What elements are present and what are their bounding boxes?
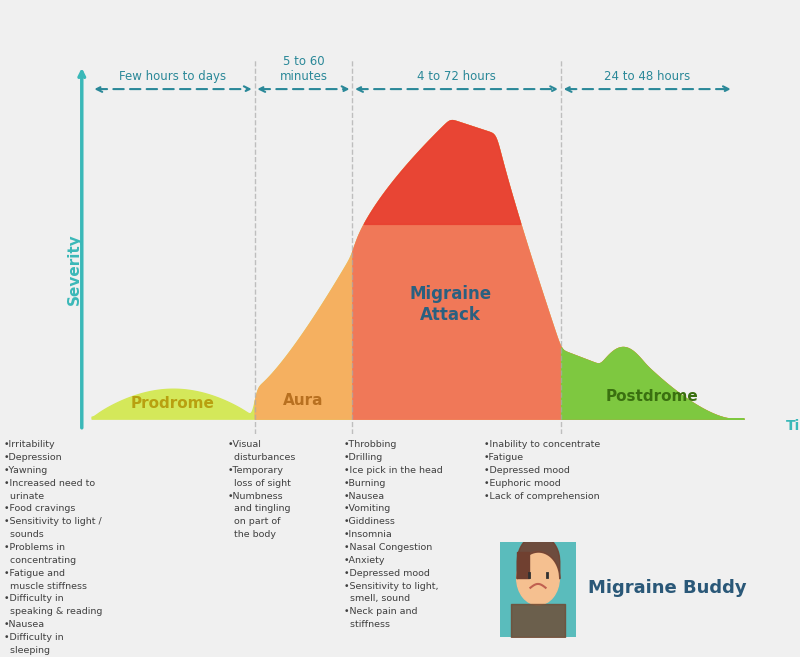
- Text: Migraine
Attack: Migraine Attack: [409, 285, 491, 324]
- Text: 5 to 60
minutes: 5 to 60 minutes: [279, 55, 327, 83]
- Text: •Irritability
•Depression
•Yawning
•Increased need to
  urinate
•Food cravings
•: •Irritability •Depression •Yawning •Incr…: [4, 440, 102, 655]
- Text: Prodrome: Prodrome: [131, 396, 215, 411]
- Text: Migraine Buddy: Migraine Buddy: [588, 579, 746, 597]
- Circle shape: [517, 552, 559, 605]
- Text: •Inability to concentrate
•Fatigue
•Depressed mood
•Euphoric mood
•Lack of compr: •Inability to concentrate •Fatigue •Depr…: [484, 440, 600, 501]
- Text: Aura: Aura: [283, 393, 324, 408]
- Text: 24 to 48 hours: 24 to 48 hours: [604, 70, 690, 83]
- FancyBboxPatch shape: [498, 539, 578, 640]
- Text: •Visual
  disturbances
•Temporary
  loss of sight
•Numbness
  and tingling
  on : •Visual disturbances •Temporary loss of …: [228, 440, 295, 539]
- Text: Time: Time: [786, 419, 800, 433]
- Text: Severity: Severity: [66, 233, 82, 305]
- Text: •Throbbing
•Drilling
•Ice pick in the head
•Burning
•Nausea
•Vomiting
•Giddiness: •Throbbing •Drilling •Ice pick in the he…: [344, 440, 442, 629]
- Text: 4 to 72 hours: 4 to 72 hours: [417, 70, 496, 83]
- Text: Postdrome: Postdrome: [606, 389, 698, 403]
- Text: Few hours to days: Few hours to days: [119, 70, 226, 83]
